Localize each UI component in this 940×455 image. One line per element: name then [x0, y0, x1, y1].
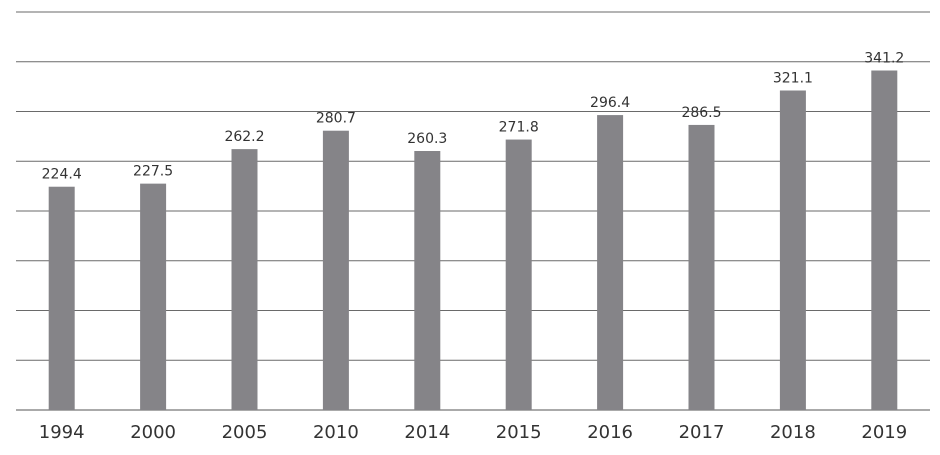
bar — [688, 124, 715, 411]
value-label: 296.4 — [590, 95, 630, 111]
value-label: 341.2 — [864, 51, 904, 67]
bar — [48, 186, 75, 410]
value-label: 321.1 — [773, 71, 813, 87]
value-label: 227.5 — [133, 164, 173, 180]
bar — [414, 151, 441, 410]
value-label: 262.2 — [224, 129, 264, 145]
x-tick-label: 2017 — [679, 422, 725, 443]
value-label: 280.7 — [316, 111, 356, 127]
value-label: 286.5 — [681, 105, 721, 121]
x-tick-label: 2015 — [496, 422, 542, 443]
x-tick-label: 2014 — [404, 422, 450, 443]
x-tick-label: 2000 — [130, 422, 176, 443]
x-tick-label: 2016 — [587, 422, 633, 443]
bar — [322, 130, 349, 411]
bar — [231, 149, 258, 410]
value-label: 271.8 — [499, 120, 539, 136]
value-label: 260.3 — [407, 131, 447, 147]
x-tick-label: 2018 — [770, 422, 816, 443]
bar — [871, 70, 898, 411]
x-tick-label: 2019 — [861, 422, 907, 443]
x-tick-label: 1994 — [39, 422, 85, 443]
value-label: 224.4 — [42, 167, 82, 183]
bar — [505, 139, 532, 410]
x-tick-label: 2005 — [222, 422, 268, 443]
x-tick-label: 2010 — [313, 422, 359, 443]
bar — [140, 183, 167, 410]
bar — [779, 90, 806, 411]
bar — [597, 115, 624, 410]
